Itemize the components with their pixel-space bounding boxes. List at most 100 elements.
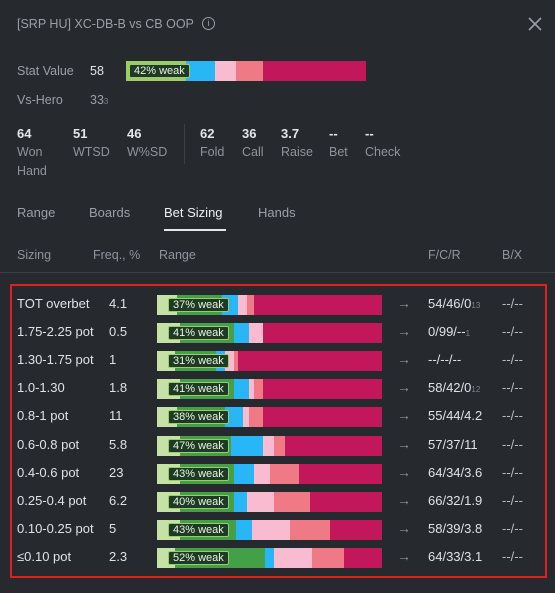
tab-boards[interactable]: Boards [89, 205, 131, 220]
range-segment [233, 463, 254, 484]
table-row[interactable]: 0.8-1 pot 11 38% weak → 55/44/4.2 --/-- [0, 403, 555, 431]
arrow-icon: → [397, 407, 411, 424]
highlight-frame [10, 284, 547, 578]
row-freq: 11 [109, 408, 123, 424]
row-bx: --/-- [502, 324, 523, 340]
range-segment [262, 435, 274, 456]
range-segment [253, 463, 270, 484]
row-fcr: 0/99/--1 [428, 324, 471, 340]
tab-hands[interactable]: Hands [258, 205, 296, 220]
table-row[interactable]: 0.4-0.6 pot 23 43% weak → 64/34/3.6 --/-- [0, 460, 555, 488]
col-range[interactable]: Range [159, 248, 196, 262]
arrow-icon: → [397, 547, 411, 564]
row-weak-badge: 40% weak [168, 494, 229, 509]
range-segment [289, 519, 331, 540]
range-segment [269, 463, 299, 484]
row-freq: 1 [109, 352, 117, 368]
arrow-icon: → [397, 295, 411, 311]
range-segment [233, 379, 250, 400]
row-bx: --/-- [502, 380, 523, 396]
row-bx: --/-- [502, 408, 523, 424]
row-fcr: 54/46/013 [428, 296, 481, 311]
table-row[interactable]: TOT overbet 4.1 37% weak → 54/46/013 --/-- [0, 291, 555, 319]
table-row[interactable]: 1.30-1.75 pot 1 31% weak → --/--/-- --/-- [0, 347, 555, 375]
range-segment [224, 351, 234, 372]
range-segment [251, 519, 290, 540]
row-fcr: 58/39/3.8 [428, 520, 483, 536]
range-segment [265, 547, 274, 568]
row-weak-badge: 43% weak [168, 466, 229, 481]
table-row[interactable]: 1.75-2.25 pot 0.5 41% weak → 0/99/--1 --/-- [0, 319, 555, 347]
row-sizing: 1.30-1.75 pot [17, 352, 94, 368]
row-weak-badge: 38% weak [168, 410, 229, 425]
row-freq: 0.5 [109, 324, 128, 340]
range-segment [249, 407, 263, 428]
range-segment [262, 379, 382, 400]
row-freq: 2.3 [109, 548, 128, 564]
row-freq: 1.8 [109, 380, 128, 396]
dialog-title: [SRP HU] XC-DB-B vs CB OOP [17, 17, 194, 31]
vs-hero-label: Vs-Hero [17, 93, 63, 107]
tab-bet-sizing[interactable]: Bet Sizing [164, 205, 223, 220]
arrow-icon: → [397, 463, 411, 480]
metric-fold: 62 Fold [200, 126, 225, 159]
stat-value-label: Stat Value [17, 64, 74, 78]
row-bx: --/-- [502, 548, 523, 564]
row-sizing: TOT overbet [17, 296, 90, 311]
row-weak-badge: 41% weak [168, 326, 229, 341]
range-segment [285, 435, 382, 456]
metric-wsd: 46 W%SD [127, 126, 168, 159]
row-sizing: 0.4-0.6 pot [17, 464, 80, 480]
range-segment [253, 379, 263, 400]
range-segment [343, 547, 382, 568]
table-row[interactable]: 0.6-0.8 pot 5.8 47% weak → 57/37/11 --/-- [0, 432, 555, 460]
arrow-icon: → [397, 351, 411, 368]
row-sizing: ≤0.10 pot [17, 548, 72, 564]
row-fcr: 66/32/1.9 [428, 492, 483, 508]
table-row[interactable]: 0.10-0.25 pot 5 43% weak → 58/39/3.8 --/-- [0, 516, 555, 544]
row-weak-badge: 41% weak [168, 382, 229, 397]
range-segment [247, 295, 254, 315]
row-fcr: 58/42/012 [428, 380, 481, 396]
stat-bar-segment [262, 61, 366, 81]
row-sizing: 0.6-0.8 pot [17, 436, 80, 452]
range-segment [274, 547, 313, 568]
range-segment [242, 407, 250, 428]
close-icon[interactable] [526, 15, 544, 33]
arrow-icon: → [397, 379, 411, 396]
arrow-icon: → [397, 323, 411, 340]
row-bx: --/-- [502, 492, 523, 508]
row-weak-badge: 37% weak [168, 298, 229, 312]
row-freq: 4.1 [109, 296, 128, 311]
col-sizing[interactable]: Sizing [17, 248, 52, 262]
row-sizing: 0.25-0.4 pot [17, 492, 87, 508]
arrow-icon: → [397, 491, 411, 508]
row-freq: 6.2 [109, 492, 128, 508]
col-freq[interactable]: Freq., % [93, 248, 141, 262]
table-row[interactable]: 0.25-0.4 pot 6.2 40% weak → 66/32/1.9 --/-- [0, 488, 555, 516]
tab-bar: Range Boards Bet Sizing Hands [0, 205, 555, 232]
range-segment [262, 323, 382, 344]
row-fcr: 64/34/3.6 [428, 464, 483, 480]
col-fcr[interactable]: F/C/R [428, 248, 461, 262]
metric-check: -- Check [365, 126, 401, 159]
range-segment [238, 295, 247, 315]
row-bx: --/-- [502, 352, 523, 368]
range-segment [262, 407, 382, 428]
row-sizing: 1.0-1.30 [17, 380, 65, 396]
range-segment [233, 351, 238, 372]
tab-range[interactable]: Range [17, 205, 56, 220]
row-weak-badge: 52% weak [168, 550, 229, 565]
table-row[interactable]: ≤0.10 pot 2.3 52% weak → 64/33/3.1 --/-- [0, 544, 555, 572]
row-sizing: 0.8-1 pot [17, 408, 69, 424]
header-divider [0, 272, 555, 273]
metric-bet: -- Bet [329, 126, 348, 159]
row-fcr: 55/44/4.2 [428, 408, 483, 424]
range-segment [238, 351, 382, 372]
range-segment [233, 323, 250, 344]
table-row[interactable]: 1.0-1.30 1.8 41% weak → 58/42/012 --/-- [0, 375, 555, 403]
arrow-icon: → [397, 519, 411, 536]
info-icon[interactable]: i [202, 17, 215, 30]
col-bx[interactable]: B/X [502, 248, 523, 262]
row-fcr: 57/37/11 [428, 436, 478, 452]
